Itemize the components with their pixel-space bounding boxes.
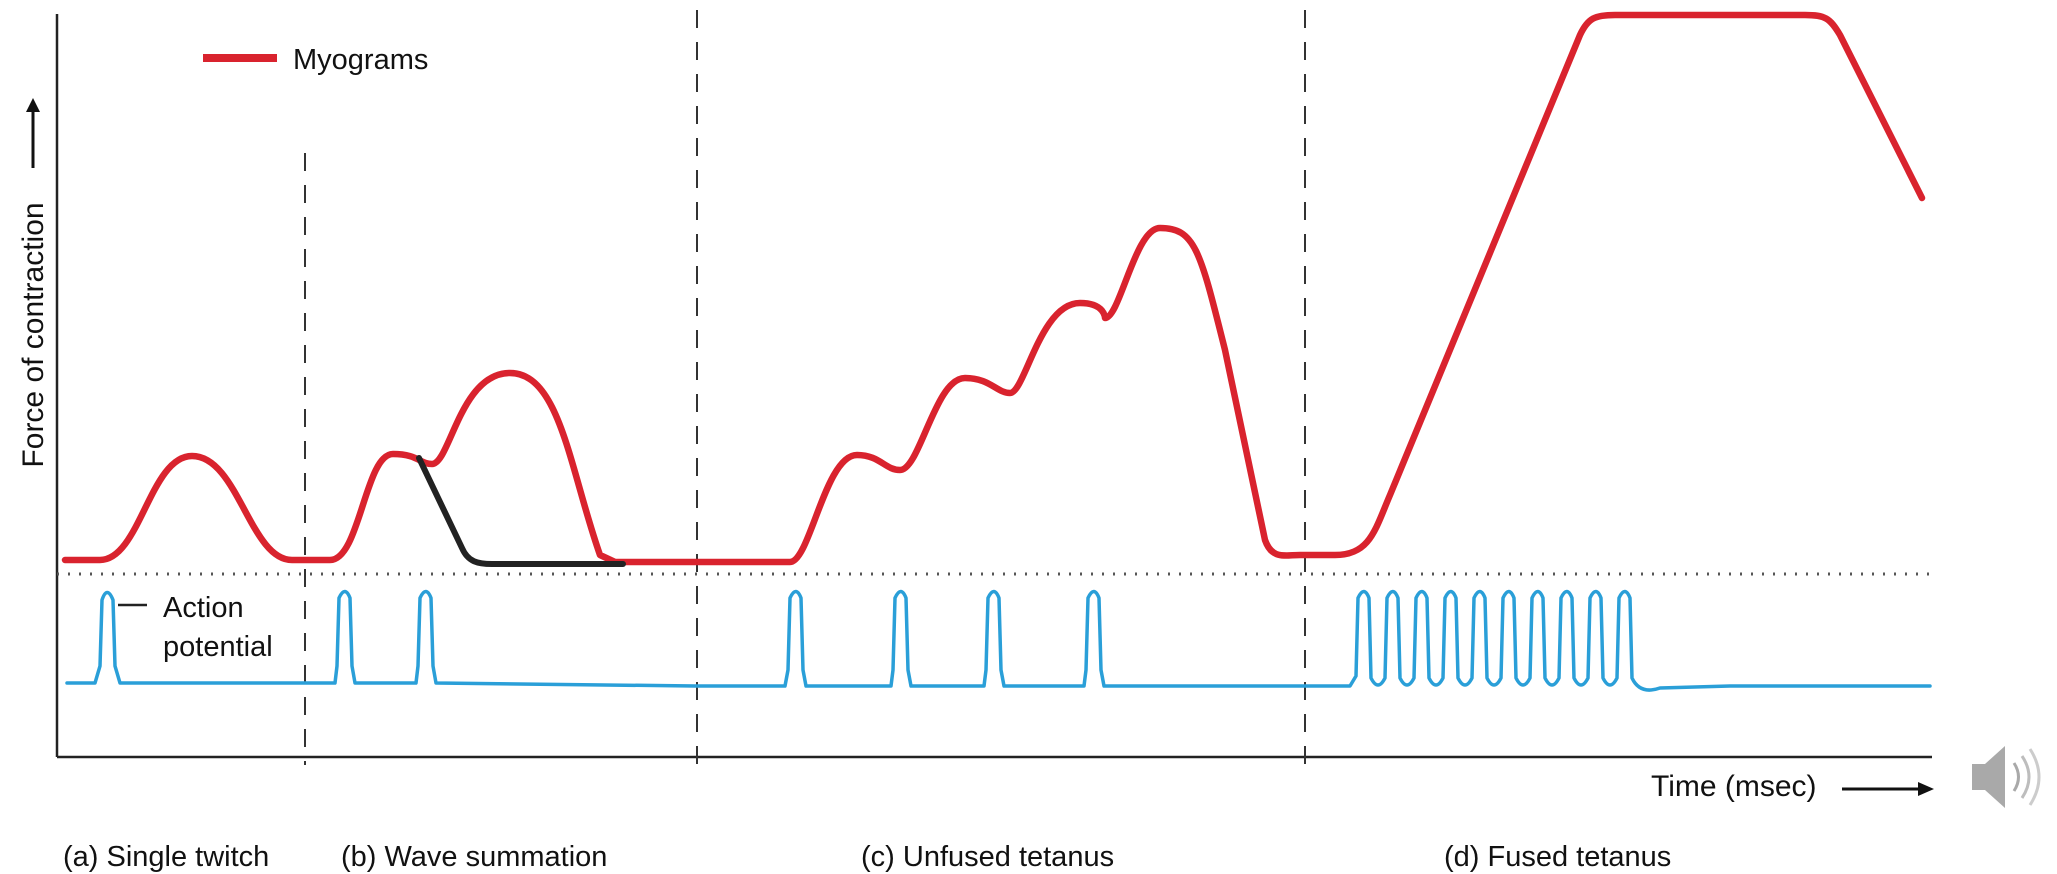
relaxation-trace xyxy=(416,455,626,567)
myogram-curve xyxy=(61,11,1926,566)
panel-label-c: (c) Unfused tetanus xyxy=(861,841,1114,873)
panel-label-b: (b) Wave summation xyxy=(341,841,607,873)
arrow-up-icon xyxy=(26,98,40,168)
y-axis-label: Force of contraction xyxy=(17,202,50,467)
x-axis-label: Time (msec) xyxy=(1651,770,1817,803)
arrow-right-icon xyxy=(1842,782,1934,796)
panel-label-a: (a) Single twitch xyxy=(63,841,269,873)
action-potential-trace xyxy=(65,589,1932,692)
speaker-icon[interactable] xyxy=(1972,746,2041,808)
action-potential-label-line2: potential xyxy=(163,631,273,663)
action-potential-label-line1: Action xyxy=(163,592,244,624)
legend-label: Myograms xyxy=(293,44,428,76)
panel-label-d: (d) Fused tetanus xyxy=(1444,841,1671,873)
